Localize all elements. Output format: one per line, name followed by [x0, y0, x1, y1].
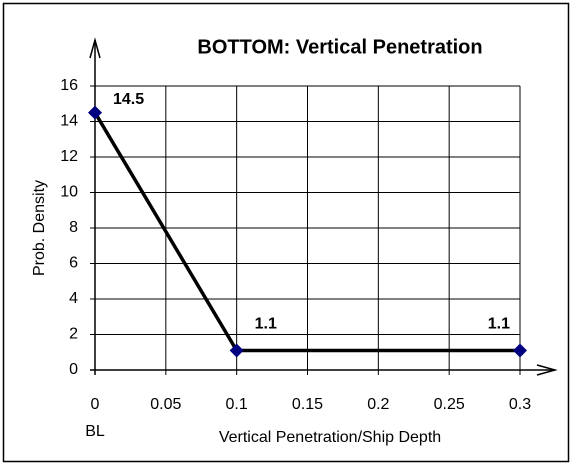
data-label: 1.1: [488, 316, 510, 333]
x-tick-label: 0.1: [226, 396, 248, 413]
x-tick-label: 0.3: [509, 396, 531, 413]
y-axis-label: Prob. Density: [31, 180, 48, 276]
y-tick-label: 0: [69, 361, 78, 378]
y-tick-label: 8: [69, 219, 78, 236]
x-tick-label: 0.15: [292, 396, 323, 413]
x-axis-label: Vertical Penetration/Ship Depth: [219, 429, 441, 446]
y-tick-label: 16: [60, 77, 78, 94]
y-tick-label: 4: [69, 290, 78, 307]
data-label: 14.5: [113, 91, 144, 108]
x-tick-label: 0.2: [367, 396, 389, 413]
y-tick-label: 6: [69, 255, 78, 272]
x-tick-label: 0.05: [150, 396, 181, 413]
annotation: BL: [85, 423, 105, 440]
y-axis-arrow: [89, 37, 101, 59]
chart-title: BOTTOM: Vertical Penetration: [197, 36, 482, 58]
data-point: [229, 343, 244, 358]
data-point: [88, 105, 102, 120]
x-tick-label: 0: [91, 396, 100, 413]
y-tick-label: 10: [60, 184, 78, 201]
x-axis-arrow: [536, 364, 558, 376]
y-tick-label: 12: [60, 148, 78, 165]
y-tick-label: 2: [69, 326, 78, 343]
data-label: 1.1: [255, 316, 277, 333]
y-tick-label: 14: [60, 113, 78, 130]
x-tick-label: 0.25: [434, 396, 465, 413]
data-point: [513, 343, 527, 358]
